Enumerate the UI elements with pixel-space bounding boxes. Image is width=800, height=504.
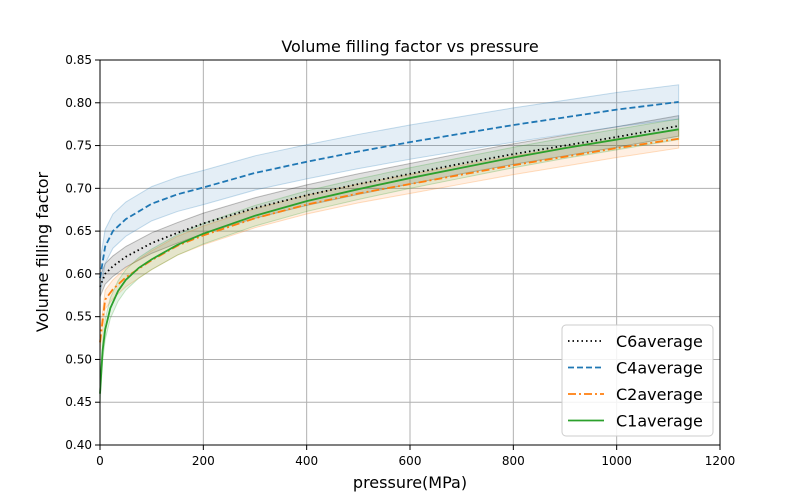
confidence-bands xyxy=(99,84,680,404)
x-tick-label: 200 xyxy=(192,454,215,468)
x-axis-ticks: 0 200 400 600 800 1000 1200 xyxy=(96,445,735,468)
legend-label-C2average: C2average xyxy=(616,385,703,404)
y-axis-ticks: 0.40 0.45 0.50 0.55 0.60 0.65 0.70 0.75 0.80 0.85 xyxy=(65,53,100,452)
legend-box xyxy=(561,324,714,437)
y-tick-label: 0.60 xyxy=(65,267,92,281)
series-line-C6average xyxy=(99,124,679,288)
y-tick-label: 0.55 xyxy=(65,310,92,324)
x-tick-label: 800 xyxy=(502,454,525,468)
confidence-band-C2average xyxy=(99,128,680,352)
series-lines xyxy=(99,101,679,394)
y-tick-label: 0.65 xyxy=(65,224,92,238)
y-tick-label: 0.80 xyxy=(65,96,92,110)
confidence-band-C6average xyxy=(99,115,680,298)
series-line-C4average xyxy=(99,101,679,279)
y-tick-label: 0.75 xyxy=(65,139,92,153)
y-tick-label: 0.45 xyxy=(65,395,92,409)
x-tick-label: 1200 xyxy=(705,454,736,468)
y-axis-label: Volume filling factor xyxy=(33,171,52,332)
legend-label-C6average: C6average xyxy=(616,332,703,351)
x-tick-label: 1000 xyxy=(601,454,632,468)
x-axis-label: pressure(MPa) xyxy=(353,473,467,492)
y-tick-label: 0.85 xyxy=(65,53,92,67)
y-tick-label: 0.70 xyxy=(65,181,92,195)
legend-label-C1average: C1average xyxy=(616,412,703,431)
y-tick-label: 0.40 xyxy=(65,438,92,452)
x-tick-label: 0 xyxy=(96,454,104,468)
confidence-band-C4average xyxy=(99,84,680,296)
series-line-C1average xyxy=(99,128,679,394)
legend: C6average C4average C2average C1average xyxy=(561,324,714,437)
y-tick-label: 0.50 xyxy=(65,352,92,366)
x-tick-label: 400 xyxy=(295,454,318,468)
series-line-C2average xyxy=(99,137,679,343)
x-tick-label: 600 xyxy=(399,454,422,468)
legend-label-C4average: C4average xyxy=(616,359,703,378)
chart-title: Volume filling factor vs pressure xyxy=(281,37,538,56)
